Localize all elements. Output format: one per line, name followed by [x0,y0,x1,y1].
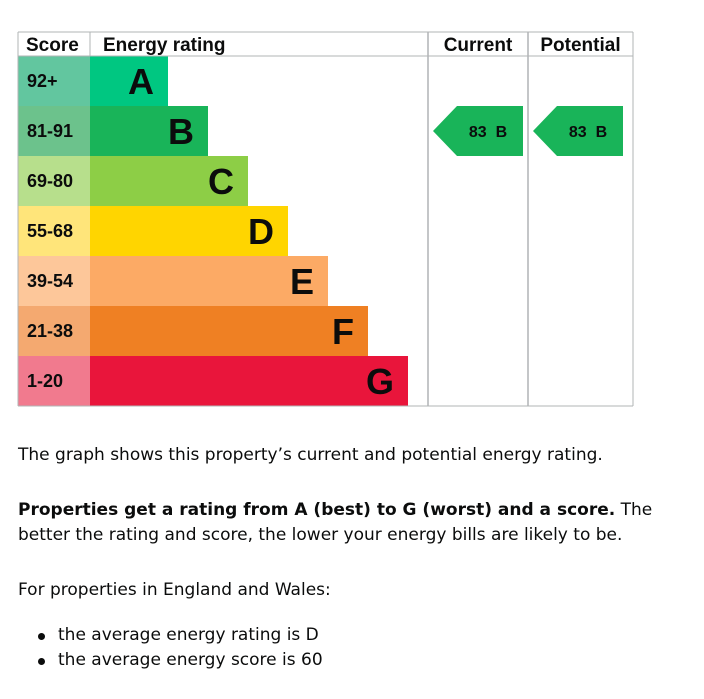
rating-bar-a [90,56,168,106]
score-range-e: 39-54 [27,271,73,291]
rating-bar-b [90,106,208,156]
header-current: Current [444,35,513,56]
header-energy-rating: Energy rating [103,35,225,56]
score-cell-f [18,306,90,356]
score-range-b: 81-91 [27,121,73,141]
rating-letter-f: F [332,311,354,352]
potential-rating-arrow [533,106,623,156]
potential-rating-label: 83 B [569,124,607,141]
rating-letter-a: A [128,61,154,102]
rating-explanation-bold: Properties get a rating from A (best) to… [18,500,616,520]
average-rating-item: the average energy rating is D [18,623,323,648]
rating-bar-d [90,206,288,256]
score-range-d: 55-68 [27,221,73,241]
region-text: For properties in England and Wales: [18,580,331,600]
score-cell-b [18,106,90,156]
rating-bar-e [90,256,328,306]
score-range-f: 21-38 [27,321,73,341]
rating-bar-g [90,356,408,406]
header-score: Score [26,35,79,56]
rating-explanation: Properties get a rating from A (best) to… [18,498,658,548]
average-list: the average energy rating is D the avera… [18,623,323,673]
score-range-a: 92+ [27,71,58,91]
rating-letter-c: C [208,161,234,202]
energy-rating-chart: Score Energy rating Current Potential 92+ A 81… [17,31,634,407]
rating-letter-e: E [290,261,314,302]
average-score-item: the average energy score is 60 [18,648,323,673]
score-cell-e [18,256,90,306]
score-range-g: 1-20 [27,371,63,391]
rating-letter-d: D [248,211,274,252]
score-cell-a [18,56,90,106]
rating-explanation-rest: The better the rating and score, the low… [18,500,653,545]
rating-letter-g: G [366,361,394,402]
rating-bar-f [90,306,368,356]
header-potential: Potential [540,35,620,56]
rating-bar-c [90,156,248,206]
score-cell-c [18,156,90,206]
score-cell-d [18,206,90,256]
current-rating-arrow [433,106,523,156]
score-range-c: 69-80 [27,171,73,191]
score-cell-g [18,356,90,406]
current-rating-label: 83 B [469,124,507,141]
rating-letter-b: B [168,111,194,152]
chart-description: The graph shows this property’s current … [18,445,603,465]
